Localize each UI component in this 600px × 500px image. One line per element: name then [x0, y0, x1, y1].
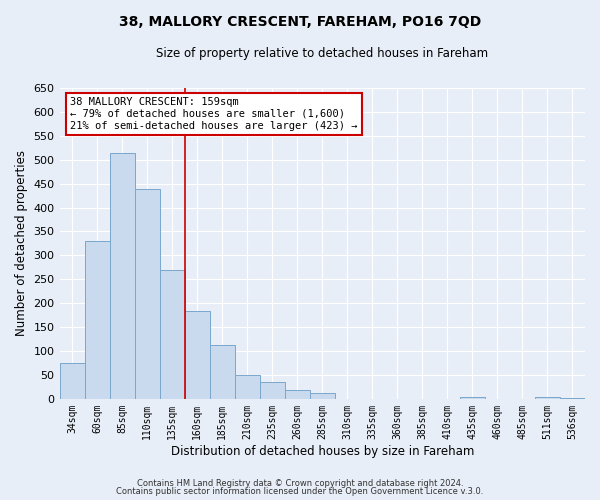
Bar: [85, 241, 110, 399]
Bar: [160, 270, 185, 399]
Bar: [260, 382, 285, 399]
Bar: [535, 397, 560, 399]
X-axis label: Distribution of detached houses by size in Fareham: Distribution of detached houses by size …: [170, 444, 474, 458]
Text: Contains public sector information licensed under the Open Government Licence v.: Contains public sector information licen…: [116, 487, 484, 496]
Bar: [209, 346, 235, 399]
Bar: [235, 375, 260, 399]
Bar: [185, 312, 209, 399]
Text: 38 MALLORY CRESCENT: 159sqm
← 79% of detached houses are smaller (1,600)
21% of : 38 MALLORY CRESCENT: 159sqm ← 79% of det…: [70, 98, 358, 130]
Bar: [285, 390, 310, 399]
Bar: [110, 152, 134, 399]
Bar: [59, 363, 85, 399]
Bar: [560, 398, 585, 399]
Bar: [460, 398, 485, 399]
Bar: [134, 190, 160, 399]
Y-axis label: Number of detached properties: Number of detached properties: [15, 150, 28, 336]
Text: 38, MALLORY CRESCENT, FAREHAM, PO16 7QD: 38, MALLORY CRESCENT, FAREHAM, PO16 7QD: [119, 15, 481, 29]
Bar: [310, 393, 335, 399]
Title: Size of property relative to detached houses in Fareham: Size of property relative to detached ho…: [156, 48, 488, 60]
Text: Contains HM Land Registry data © Crown copyright and database right 2024.: Contains HM Land Registry data © Crown c…: [137, 478, 463, 488]
